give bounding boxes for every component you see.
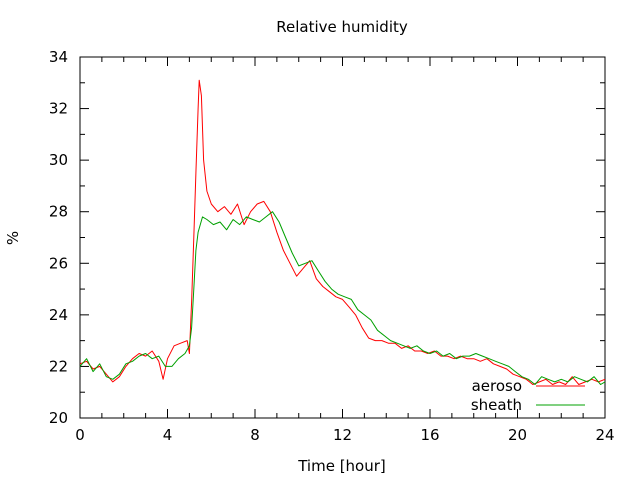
series-line-sheath	[79, 211, 606, 385]
x-tick-label: 16	[420, 426, 439, 444]
legend-label-aeroso: aeroso	[472, 377, 522, 395]
y-tick-label: 34	[49, 48, 68, 66]
legend-label-sheath: sheath	[471, 396, 522, 414]
y-tick-label: 30	[49, 151, 68, 169]
y-tick-label: 32	[49, 100, 68, 118]
series-layer	[79, 79, 606, 385]
axes: 0 4 8 12 16 20 24 20 22 24 26 28 30 32 34	[49, 48, 615, 444]
plot-frame	[79, 56, 606, 419]
y-tick-label: 24	[49, 306, 68, 324]
x-tick-label: 20	[508, 426, 527, 444]
x-tick-label: 8	[250, 426, 260, 444]
x-tick-label: 12	[333, 426, 352, 444]
chart-title: Relative humidity	[276, 18, 408, 36]
series-line-aeroso	[79, 79, 606, 385]
y-axis-label: %	[4, 231, 22, 245]
x-tick-label: 4	[163, 426, 173, 444]
x-tick-label: 24	[595, 426, 614, 444]
x-tick-label: 0	[75, 426, 85, 444]
y-tick-label: 20	[49, 409, 68, 427]
y-tick-label: 26	[49, 254, 68, 272]
x-axis-label: Time [hour]	[297, 457, 386, 475]
y-tick-label: 28	[49, 203, 68, 221]
y-tick-label: 22	[49, 357, 68, 375]
